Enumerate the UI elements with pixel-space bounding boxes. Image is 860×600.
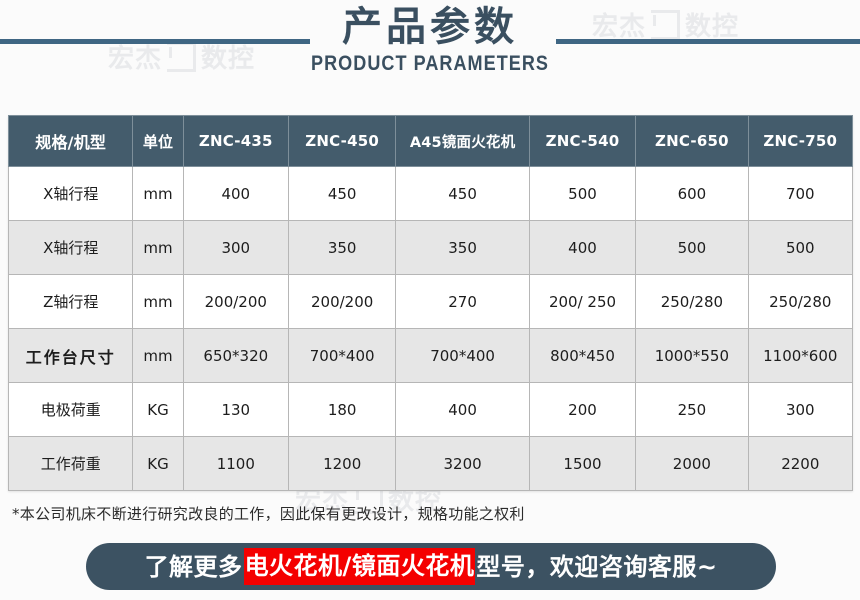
cell-value: 500 xyxy=(747,220,854,275)
row-label: Z轴行程 xyxy=(7,274,134,329)
row-unit: mm xyxy=(132,166,184,221)
column-header-spec: 规格/机型 xyxy=(7,115,134,167)
disclaimer-note: *本公司机床不断进行研究改良的工作，因此保有更改设计，规格功能之权利 xyxy=(12,505,525,523)
column-header-znc435: ZNC-435 xyxy=(182,115,289,167)
parameters-table: 规格/机型 单位 ZNC-435 ZNC-450 A45镜面火花机 ZNC-54… xyxy=(7,115,854,491)
page-header: 产品参数 PRODUCT PARAMETERS xyxy=(0,0,860,108)
cell-value: 1500 xyxy=(528,436,637,491)
row-label: 工作台尺寸 xyxy=(7,328,134,383)
table-row: X轴行程 mm 400 450 450 500 600 700 xyxy=(7,166,854,221)
table-row: 工作荷重 KG 1100 1200 3200 1500 2000 2200 xyxy=(7,436,854,491)
cell-value-highlight: 3200 xyxy=(395,436,530,491)
column-header-znc450: ZNC-450 xyxy=(287,115,397,167)
table-row: X轴行程 mm 300 350 350 400 500 500 xyxy=(7,220,854,275)
row-label: 工作荷重 xyxy=(7,436,134,491)
cell-value: 450 xyxy=(287,166,397,221)
cell-value: 700*400 xyxy=(287,328,397,383)
cell-value: 2200 xyxy=(747,436,854,491)
cta-highlight: 电火花机/镜面火花机 xyxy=(243,548,476,585)
cell-value: 1200 xyxy=(287,436,397,491)
cell-value: 250/280 xyxy=(747,274,854,329)
cell-value: 200 xyxy=(528,382,637,437)
row-unit: KG xyxy=(132,436,184,491)
cell-value: 1100 xyxy=(182,436,289,491)
cell-value-highlight: 450 xyxy=(395,166,530,221)
page-title-en: PRODUCT PARAMETERS xyxy=(311,52,549,75)
table-row: Z轴行程 mm 200/200 200/200 270 200/ 250 250… xyxy=(7,274,854,329)
row-label: 电极荷重 xyxy=(7,382,134,437)
cell-value-highlight: 350 xyxy=(395,220,530,275)
row-unit: mm xyxy=(132,220,184,275)
cta-suffix: 型号，欢迎咨询客服~ xyxy=(476,552,718,581)
cell-value: 500 xyxy=(528,166,637,221)
column-header-unit: 单位 xyxy=(132,115,184,167)
cell-value-highlight: 400 xyxy=(395,382,530,437)
header-rule-left xyxy=(0,39,310,44)
cell-value: 250 xyxy=(635,382,749,437)
cell-value: 700 xyxy=(747,166,854,221)
cell-value: 300 xyxy=(182,220,289,275)
column-header-znc650: ZNC-650 xyxy=(635,115,749,167)
cell-value: 130 xyxy=(182,382,289,437)
cell-value-highlight: 270 xyxy=(395,274,530,329)
cell-value: 180 xyxy=(287,382,397,437)
cell-value-highlight: 700*400 xyxy=(395,328,530,383)
cell-value: 350 xyxy=(287,220,397,275)
parameters-table-wrapper: 规格/机型 单位 ZNC-435 ZNC-450 A45镜面火花机 ZNC-54… xyxy=(7,115,854,491)
cell-value: 1100*600 xyxy=(747,328,854,383)
page-title: 产品参数 PRODUCT PARAMETERS xyxy=(0,6,860,76)
page-title-cn: 产品参数 xyxy=(342,4,518,50)
column-header-a45: A45镜面火花机 xyxy=(395,115,530,167)
column-header-znc540: ZNC-540 xyxy=(528,115,637,167)
row-unit: mm xyxy=(132,328,184,383)
cell-value: 500 xyxy=(635,220,749,275)
table-row: 电极荷重 KG 130 180 400 200 250 300 xyxy=(7,382,854,437)
cell-value: 400 xyxy=(182,166,289,221)
row-unit: mm xyxy=(132,274,184,329)
cell-value: 600 xyxy=(635,166,749,221)
contact-cta-banner[interactable]: 了解更多 电火花机/镜面火花机 型号，欢迎咨询客服~ xyxy=(86,543,776,590)
cell-value: 250/280 xyxy=(635,274,749,329)
column-header-znc750: ZNC-750 xyxy=(747,115,854,167)
cell-value: 800*450 xyxy=(528,328,637,383)
cell-value: 200/200 xyxy=(287,274,397,329)
cta-prefix: 了解更多 xyxy=(144,552,243,581)
table-header-row: 规格/机型 单位 ZNC-435 ZNC-450 A45镜面火花机 ZNC-54… xyxy=(7,115,854,167)
cell-value: 400 xyxy=(528,220,637,275)
table-row: 工作台尺寸 mm 650*320 700*400 700*400 800*450… xyxy=(7,328,854,383)
row-unit: KG xyxy=(132,382,184,437)
row-label: X轴行程 xyxy=(7,220,134,275)
row-label: X轴行程 xyxy=(7,166,134,221)
cell-value: 200/200 xyxy=(182,274,289,329)
cell-value: 2000 xyxy=(635,436,749,491)
cell-value: 300 xyxy=(747,382,854,437)
cta-text: 了解更多 电火花机/镜面火花机 型号，欢迎咨询客服~ xyxy=(145,548,718,585)
cell-value: 1000*550 xyxy=(635,328,749,383)
header-rule-right xyxy=(556,39,860,44)
cell-value: 650*320 xyxy=(182,328,289,383)
cell-value: 200/ 250 xyxy=(528,274,637,329)
